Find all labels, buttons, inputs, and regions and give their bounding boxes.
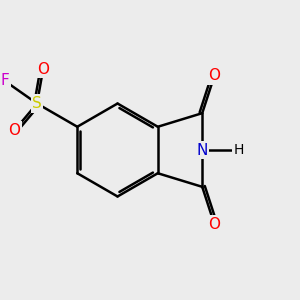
Text: O: O [37, 62, 49, 77]
Text: S: S [32, 96, 42, 111]
Text: H: H [233, 143, 244, 157]
Text: O: O [208, 217, 220, 232]
Text: O: O [9, 123, 21, 138]
Text: F: F [0, 74, 9, 88]
Text: N: N [196, 142, 208, 158]
Text: O: O [208, 68, 220, 83]
